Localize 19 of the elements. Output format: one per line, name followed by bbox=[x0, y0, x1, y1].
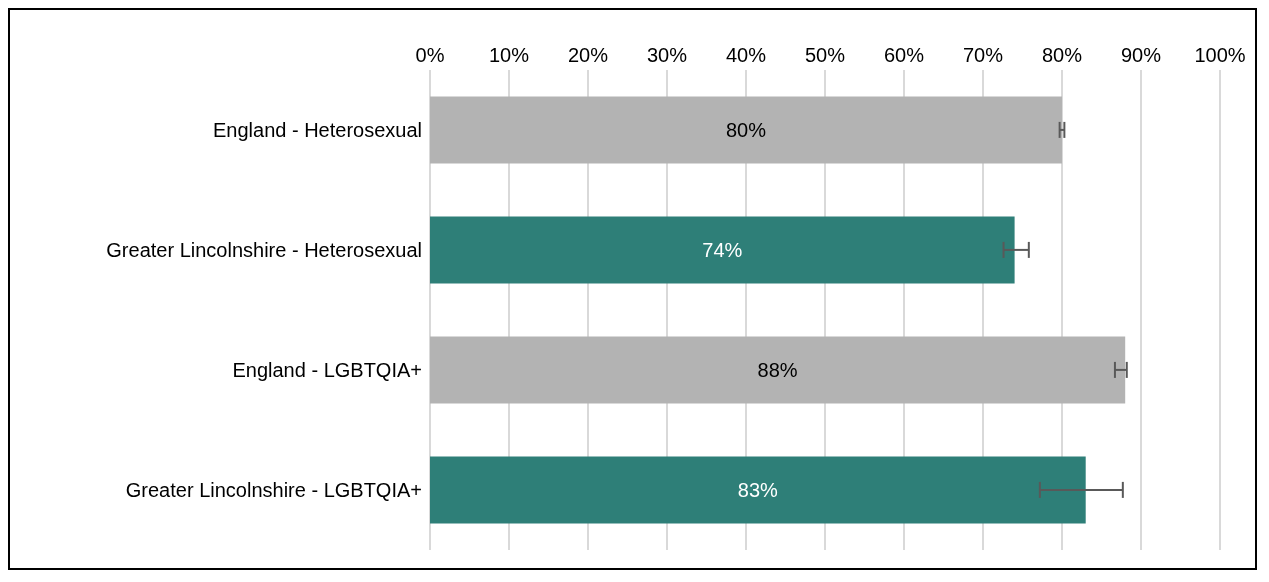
x-tick-label: 60% bbox=[883, 44, 925, 66]
x-tick-label: 30% bbox=[646, 44, 688, 66]
y-tick-label: England - LGBTQIA+ bbox=[232, 359, 422, 382]
data-label: 88% bbox=[757, 358, 798, 381]
y-tick-label: England - Heterosexual bbox=[212, 119, 422, 142]
y-tick-label: Greater Lincolnshire - Heterosexual bbox=[106, 239, 422, 262]
x-tick-label: 10% bbox=[488, 44, 530, 66]
data-label: 80% bbox=[725, 118, 767, 141]
x-tick-label: 90% bbox=[1120, 44, 1162, 66]
x-tick-label: 80% bbox=[1041, 44, 1083, 66]
x-tick-label: 20% bbox=[567, 44, 609, 66]
x-tick-label: 50% bbox=[804, 44, 846, 66]
x-tick-label: 0% bbox=[415, 44, 445, 66]
x-tick-label: 40% bbox=[725, 44, 767, 66]
x-tick-label: 100% bbox=[1194, 44, 1246, 66]
x-tick-label: 70% bbox=[962, 44, 1004, 66]
data-label: 74% bbox=[702, 238, 743, 261]
data-label: 83% bbox=[737, 478, 779, 501]
y-tick-label: Greater Lincolnshire - LGBTQIA+ bbox=[125, 479, 422, 502]
